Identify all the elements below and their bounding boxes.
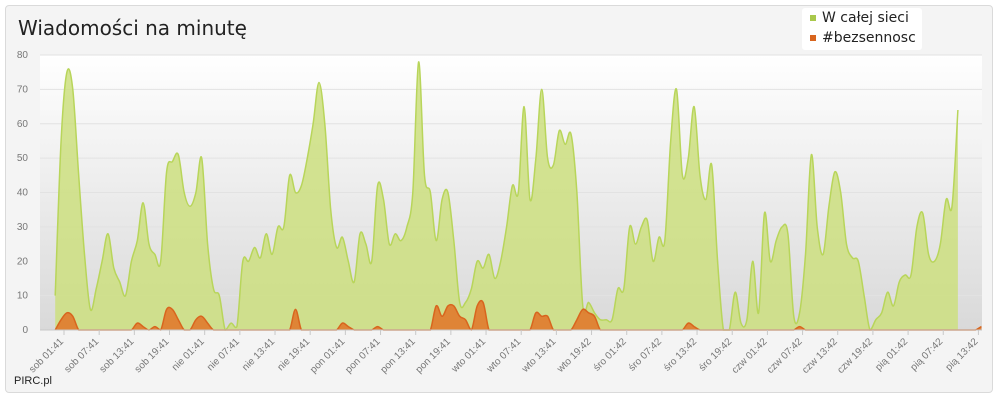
series-line-all [54, 61, 959, 331]
y-tick-label: 40 [17, 188, 29, 199]
x-tick-label: czw 13:42 [800, 336, 840, 376]
x-tick-label: wto 19:42 [555, 336, 594, 375]
legend-swatch-channel [810, 35, 816, 41]
x-tick-label: czw 07:42 [765, 336, 805, 376]
y-tick-label: 0 [22, 325, 28, 336]
y-tick-label: 50 [17, 153, 29, 164]
y-axis: 0 10 20 30 40 50 60 70 80 [17, 50, 29, 336]
x-tick-label: pon 19:41 [414, 336, 454, 376]
legend-label-channel: #bezsennosc [822, 30, 916, 46]
x-tick-label: wto 13:41 [519, 336, 558, 375]
x-tick-label: sob 01:41 [27, 336, 66, 375]
x-tick-label: sob 07:41 [62, 336, 101, 375]
x-tick-label: nie 01:41 [170, 336, 207, 373]
x-tick-label: pią 07:42 [908, 336, 945, 373]
x-tick-label: pon 13:41 [379, 336, 419, 376]
x-tick-label: nie 13:41 [240, 336, 277, 373]
x-tick-label: pią 13:42 [944, 336, 981, 373]
x-tick-label: pon 01:41 [308, 336, 348, 376]
y-tick-label: 20 [17, 256, 29, 267]
x-tick-label: czw 19:42 [835, 336, 875, 376]
y-tick-label: 10 [17, 291, 29, 302]
x-tick-label: nie 07:41 [205, 336, 242, 373]
legend-item-all[interactable]: W całej sieci [802, 8, 922, 28]
legend-label-all: W całej sieci [822, 10, 909, 26]
x-tick-label: pon 07:41 [343, 336, 383, 376]
series-area-all [55, 61, 958, 331]
y-tick-label: 70 [17, 84, 29, 95]
y-tick-label: 30 [17, 222, 29, 233]
chart-title: Wiadomości na minutę [18, 16, 247, 40]
x-tick-label: śro 07:42 [627, 336, 665, 374]
legend-swatch-all [810, 15, 816, 21]
legend: W całej sieci #bezsennosc [802, 8, 922, 50]
x-tick-label: wto 07:41 [484, 336, 523, 375]
y-tick-label: 60 [17, 119, 29, 130]
x-tick-label: śro 13:42 [662, 336, 700, 374]
y-tick-label: 80 [17, 50, 29, 61]
x-tick-label: pią 01:42 [873, 336, 910, 373]
x-tick-label: śro 01:42 [592, 336, 630, 374]
x-tick-label: sob 13:41 [98, 336, 137, 375]
x-tick-label: wto 01:41 [449, 336, 488, 375]
legend-item-channel[interactable]: #bezsennosc [802, 28, 922, 48]
credit-label: PIRC.pl [14, 375, 52, 387]
x-tick-label: czw 01:42 [730, 336, 770, 376]
x-tick-label: sob 19:41 [133, 336, 172, 375]
